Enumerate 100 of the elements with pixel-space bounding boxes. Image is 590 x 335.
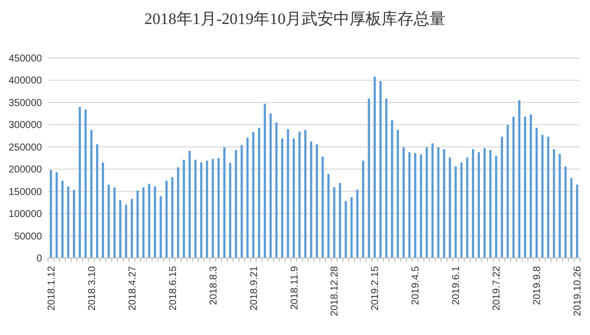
bar (67, 186, 70, 258)
bar (275, 122, 278, 258)
bar (281, 138, 284, 258)
bar (206, 160, 208, 258)
y-tick-label: 0 (36, 254, 42, 264)
bar (547, 136, 550, 258)
x-tick-label: 2018.8.3 (208, 266, 220, 305)
y-tick-label: 200000 (8, 164, 42, 176)
bar (426, 147, 428, 258)
bar (154, 186, 156, 258)
y-tick-label: 350000 (8, 98, 42, 109)
bar (108, 184, 110, 258)
bar (50, 170, 52, 258)
bar (431, 143, 434, 258)
bar (119, 200, 122, 258)
bar (385, 98, 388, 258)
bar (489, 150, 492, 258)
bar (564, 166, 567, 258)
bar (448, 158, 451, 258)
x-tick-label: 2018.3.10 (86, 266, 98, 310)
bar (472, 149, 474, 258)
bar (356, 190, 358, 258)
bar (316, 144, 318, 258)
bar (437, 147, 440, 258)
bar (524, 116, 526, 258)
y-tick-label: 150000 (8, 186, 42, 198)
bar (466, 158, 468, 258)
bar (344, 201, 347, 258)
x-tick-label: 2019.4.5 (410, 266, 422, 305)
bar (322, 156, 324, 258)
bar (84, 110, 87, 258)
bar (270, 114, 272, 258)
bar (240, 145, 243, 258)
x-tick-label: 2019.2.15 (370, 266, 382, 310)
x-tick-label: 2018.9.21 (248, 266, 260, 310)
bar (478, 152, 480, 258)
bar (217, 158, 220, 258)
bar (177, 167, 180, 258)
bar (61, 180, 64, 258)
bar (333, 187, 336, 258)
bar (552, 149, 556, 258)
bar (338, 182, 342, 258)
bar (402, 147, 405, 258)
bar (200, 162, 202, 258)
y-tick-label: 100000 (8, 209, 42, 220)
y-tick-label: 400000 (8, 76, 42, 87)
x-tick-label: 2018.1.12 (46, 266, 58, 310)
bar (396, 130, 399, 258)
bar (136, 190, 139, 258)
bar (541, 134, 544, 258)
bar (96, 144, 98, 258)
bar (142, 187, 145, 258)
bar (310, 142, 312, 258)
bar (483, 148, 486, 258)
bar (229, 162, 232, 258)
bar (327, 174, 330, 258)
y-tick-label: 300000 (8, 120, 42, 132)
bar (512, 116, 515, 258)
bar (374, 76, 376, 258)
bar (188, 150, 191, 258)
y-tick-label: 450000 (8, 54, 42, 64)
bar (408, 152, 411, 258)
bar (414, 153, 416, 258)
bar (252, 132, 254, 258)
x-tick-label: 2019.6.1 (451, 266, 462, 305)
bar (182, 160, 185, 258)
bar (171, 177, 174, 258)
y-tick-label: 50000 (14, 231, 42, 242)
bar (72, 190, 76, 258)
bar (258, 128, 260, 258)
bar (194, 160, 197, 258)
x-tick-label: 2018.4.27 (127, 266, 138, 310)
bar (558, 154, 561, 258)
bar (102, 162, 104, 258)
bar (379, 81, 382, 258)
x-tick-label: 2018.11.9 (289, 266, 300, 310)
bar (160, 196, 162, 258)
bar (234, 150, 238, 258)
bar (420, 154, 422, 258)
x-tick-label: 2019.10.26 (572, 266, 584, 316)
y-tick-label: 250000 (8, 142, 42, 154)
bar (495, 156, 498, 258)
x-tick-label: 2018.12.28 (330, 266, 341, 316)
bar (350, 197, 353, 258)
bar (246, 138, 249, 258)
x-tick-label: 2018.6.15 (168, 266, 179, 310)
bar (212, 158, 214, 258)
bar (570, 178, 572, 258)
bar (286, 129, 290, 258)
bar (460, 162, 463, 258)
x-tick-label: 2019.9.8 (532, 266, 544, 305)
bar (536, 128, 538, 258)
chart-title: 2018年1月-2019年10月武安中厚板库存总量 (144, 10, 446, 28)
bar (130, 198, 133, 258)
bar (576, 184, 578, 258)
bar (223, 147, 226, 258)
bar (90, 130, 92, 258)
bar (390, 120, 394, 258)
bar (530, 114, 532, 258)
bar (78, 106, 81, 258)
